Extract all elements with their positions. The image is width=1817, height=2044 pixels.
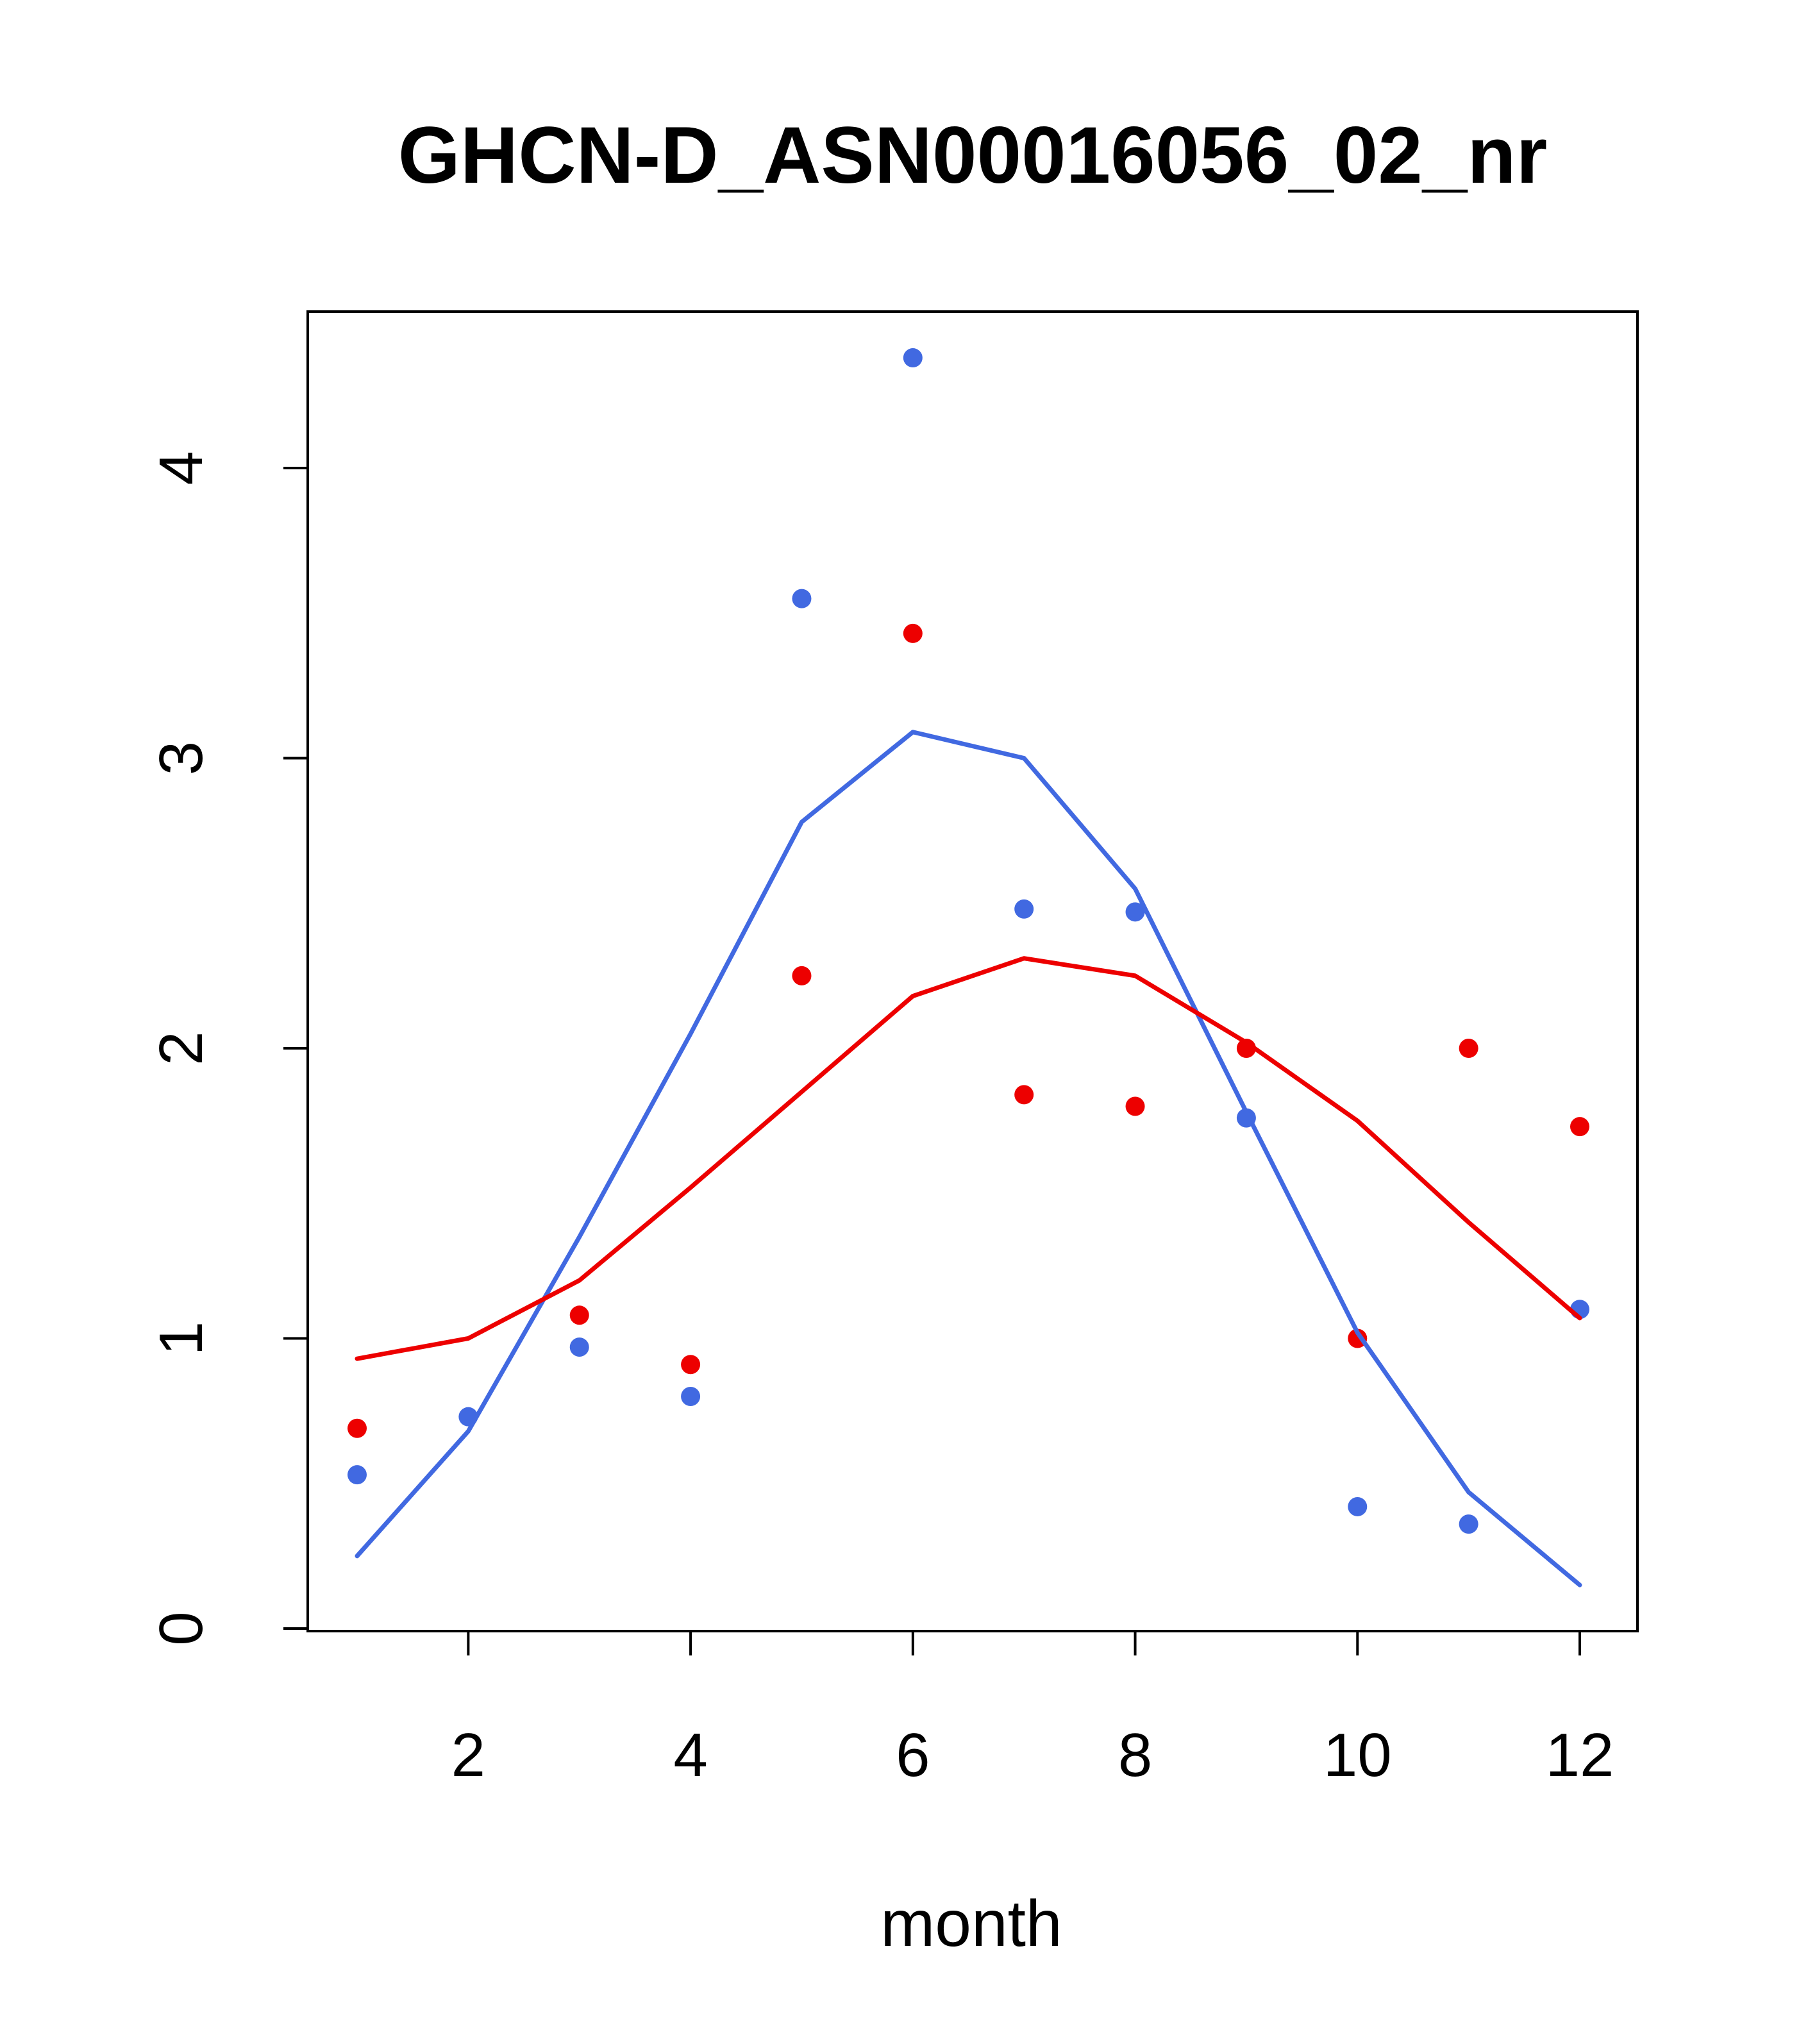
blue-monthly-points-point xyxy=(1348,1496,1368,1516)
red-monthly-points-point xyxy=(1014,1085,1034,1105)
blue-monthly-points-point xyxy=(347,1465,367,1485)
y-axis-ticks: 0 1 2 3 4 xyxy=(147,451,308,1646)
blue-monthly-points-point xyxy=(1125,902,1145,922)
blue-monthly-points-point xyxy=(792,589,812,608)
x-tick-label: 6 xyxy=(896,1721,930,1789)
series-layer xyxy=(347,348,1589,1587)
y-tick-label: 1 xyxy=(147,1321,215,1355)
blue-monthly-points-point xyxy=(681,1387,701,1406)
y-tick-label: 3 xyxy=(147,741,215,775)
x-tick-label: 8 xyxy=(1118,1721,1152,1789)
red-monthly-points-point xyxy=(1459,1039,1478,1058)
red-monthly-points-point xyxy=(903,623,923,643)
y-tick-label: 0 xyxy=(147,1611,215,1645)
red-smooth-line xyxy=(355,956,1582,1361)
blue-monthly-points-point xyxy=(569,1337,589,1357)
red-monthly-points-point xyxy=(347,1418,367,1438)
red-monthly-points-point xyxy=(1125,1096,1145,1116)
x-tick-label: 4 xyxy=(673,1721,707,1789)
blue-smooth-line xyxy=(355,730,1582,1587)
x-tick-label: 12 xyxy=(1546,1721,1614,1789)
red-monthly-points-point xyxy=(792,966,812,985)
y-tick-label: 4 xyxy=(147,451,215,485)
blue-monthly-points-point xyxy=(1014,899,1034,919)
x-axis-label: month xyxy=(880,1887,1062,1960)
red-monthly-points-point xyxy=(681,1355,701,1375)
chart-title: GHCN-D_ASN00016056_02_nr xyxy=(398,111,1548,200)
blue-monthly-points-point xyxy=(903,348,923,368)
plot-border xyxy=(306,310,1639,1632)
red-monthly-points-point xyxy=(569,1305,589,1325)
y-tick-label: 2 xyxy=(147,1031,215,1065)
x-axis-ticks: 2 4 6 8 10 12 xyxy=(451,1631,1614,1789)
blue-monthly-points-point xyxy=(1459,1514,1478,1534)
red-monthly-points-point xyxy=(1570,1117,1589,1137)
x-tick-label: 10 xyxy=(1323,1721,1392,1789)
x-tick-label: 2 xyxy=(451,1721,485,1789)
